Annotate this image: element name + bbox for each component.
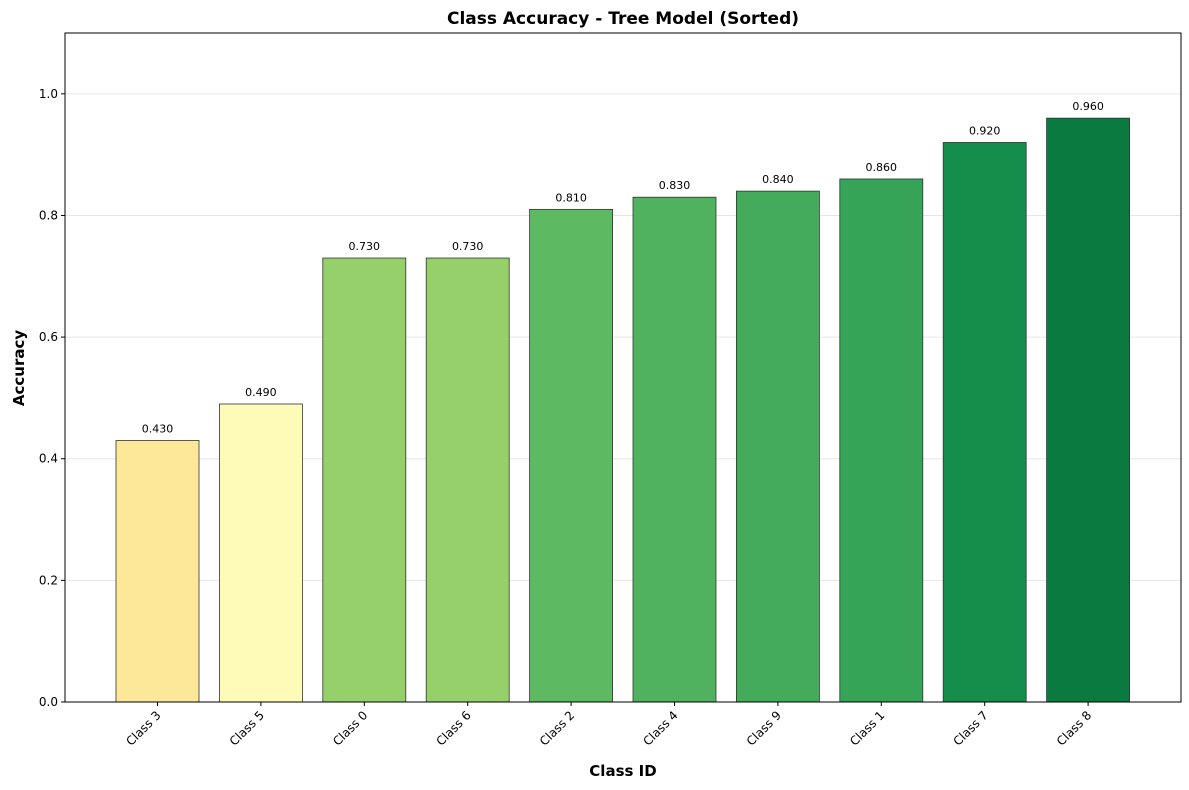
bar-value-label: 0.730 <box>349 240 381 253</box>
bar <box>632 196 717 703</box>
bar <box>115 440 200 703</box>
y-axis-label: Accuracy <box>10 330 28 406</box>
x-axis-label: Class ID <box>589 762 656 780</box>
bar-value-labels: 0.430 0.490 0.730 0.730 0.810 0.830 0.840 0.860… <box>142 100 1104 435</box>
x-axis: Class 3 Class 5 Class 0 Class 6 Class 2 Class… <box>123 702 1094 749</box>
bar <box>425 257 510 703</box>
x-tick-label: Class 5 <box>227 708 267 748</box>
y-tick-label: 0.6 <box>39 330 58 344</box>
bar-value-label: 0.730 <box>452 240 484 253</box>
bar-value-label: 0.810 <box>555 191 587 204</box>
bars <box>115 117 1130 703</box>
x-tick-label: Class 6 <box>433 708 473 748</box>
x-tick-label: Class 8 <box>1054 708 1094 748</box>
bar <box>322 257 407 703</box>
y-axis: 0.0 0.2 0.4 0.6 0.8 1.0 <box>39 87 65 709</box>
bar-value-label: 0.830 <box>659 179 691 192</box>
y-tick-label: 0.4 <box>39 452 58 466</box>
x-tick-label: Class 9 <box>744 708 784 748</box>
bar-value-label: 0.840 <box>762 173 794 186</box>
bar <box>942 142 1027 703</box>
bar-value-label: 0.490 <box>245 386 277 399</box>
y-tick-label: 0.2 <box>39 573 58 587</box>
y-tick-label: 0.8 <box>39 208 58 222</box>
x-tick-label: Class 0 <box>330 708 370 748</box>
bar-value-label: 0.960 <box>1072 100 1104 113</box>
bar <box>1046 117 1130 703</box>
x-tick-label: Class 2 <box>537 708 577 748</box>
y-tick-label: 1.0 <box>39 87 58 101</box>
bar-value-label: 0.920 <box>969 124 1001 137</box>
x-tick-label: Class 4 <box>640 708 680 748</box>
chart-title: Class Accuracy - Tree Model (Sorted) <box>447 9 799 29</box>
x-tick-label: Class 1 <box>847 708 887 748</box>
x-tick-label: Class 3 <box>123 708 163 748</box>
bar <box>839 178 924 703</box>
bar <box>736 190 820 703</box>
plot-frame <box>64 32 1182 703</box>
bar <box>218 403 303 703</box>
bar-value-label: 0.860 <box>866 161 898 174</box>
x-tick-label: Class 7 <box>950 708 990 748</box>
bar <box>529 208 613 703</box>
bar-value-label: 0.430 <box>142 422 174 435</box>
y-tick-label: 0.0 <box>39 695 58 709</box>
